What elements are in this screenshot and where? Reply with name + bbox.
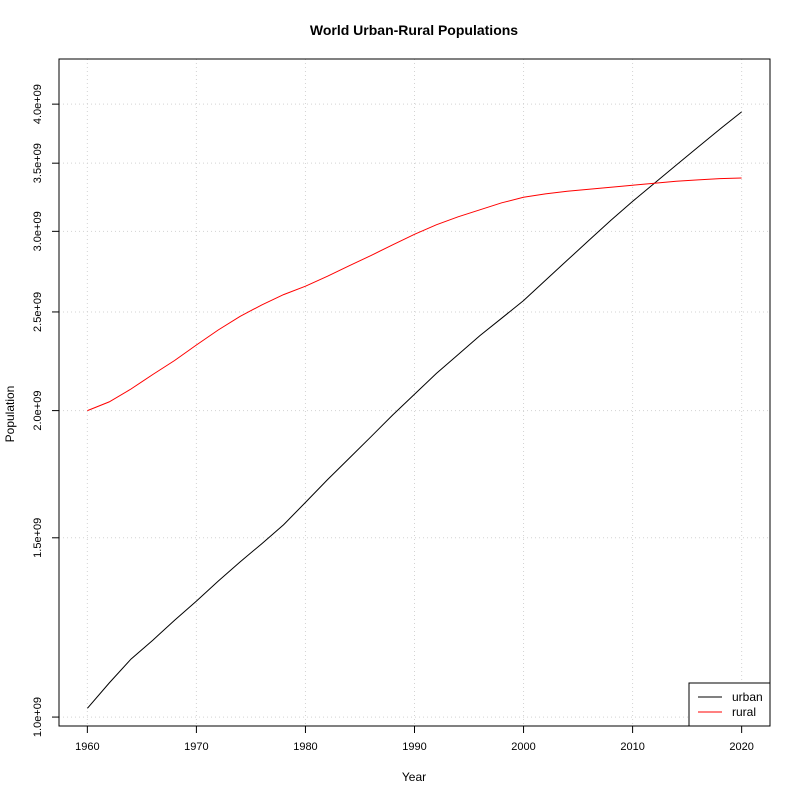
y-tick-label: 1.0e+09 bbox=[32, 697, 44, 737]
legend-label-urban: urban bbox=[732, 690, 763, 704]
x-tick-label: 1970 bbox=[184, 741, 208, 753]
legend: urban rural bbox=[688, 682, 771, 727]
series-group bbox=[87, 111, 742, 709]
x-tick-label: 1980 bbox=[293, 741, 317, 753]
x-tick-label: 2010 bbox=[620, 741, 644, 753]
x-axis: 1960 1970 1980 1990 2000 2010 2020 bbox=[75, 726, 754, 753]
y-tick-label: 3.5e+09 bbox=[32, 143, 44, 183]
y-axis-label: Population bbox=[3, 386, 17, 443]
x-tick-label: 1990 bbox=[402, 741, 426, 753]
y-tick-label: 3.0e+09 bbox=[32, 211, 44, 251]
series-line-rural bbox=[87, 177, 742, 412]
x-axis-label: Year bbox=[402, 770, 426, 784]
grid-lines bbox=[59, 59, 770, 726]
y-tick-label: 2.0e+09 bbox=[32, 391, 44, 431]
x-tick-label: 2020 bbox=[729, 741, 753, 753]
x-tick-label: 1960 bbox=[75, 741, 99, 753]
legend-box bbox=[688, 682, 771, 727]
y-tick-label: 4.0e+09 bbox=[32, 84, 44, 124]
y-tick-label: 1.5e+09 bbox=[32, 518, 44, 558]
y-axis: 1.0e+09 1.5e+09 2.0e+09 2.5e+09 3.0e+09 3.5e+… bbox=[32, 84, 59, 737]
x-tick-label: 2000 bbox=[511, 741, 535, 753]
chart-title: World Urban-Rural Populations bbox=[310, 22, 518, 38]
series-line-urban bbox=[87, 111, 742, 709]
y-tick-label: 2.5e+09 bbox=[32, 292, 44, 332]
legend-label-rural: rural bbox=[732, 705, 756, 719]
